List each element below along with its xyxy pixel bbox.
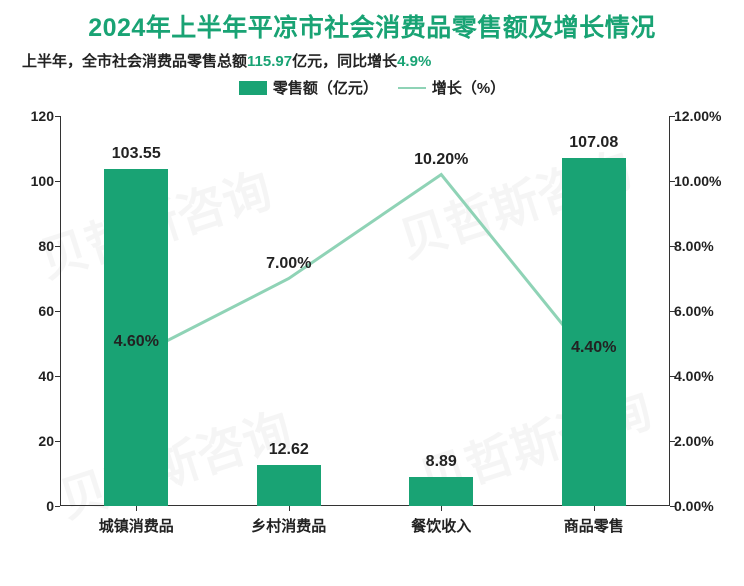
y-left-tick-label: 100 xyxy=(20,173,54,189)
subtitle-value-1: 115.97 xyxy=(247,53,292,70)
y-left-tick-label: 0 xyxy=(20,498,54,514)
y-right-tick-mark xyxy=(670,181,675,182)
y-right-tick-label: 12.00% xyxy=(674,108,728,124)
bar xyxy=(409,477,473,506)
x-category-label: 商品零售 xyxy=(564,515,624,536)
subtitle-mid: 亿元，同比增长 xyxy=(292,53,397,70)
legend: 零售额（亿元） 增长（%） xyxy=(0,77,744,98)
bar-value-label: 12.62 xyxy=(269,441,309,459)
bar-value-label: 103.55 xyxy=(112,145,161,163)
line-value-label: 4.60% xyxy=(114,333,159,351)
y-left-tick-mark xyxy=(55,506,60,507)
y-left-tick-label: 40 xyxy=(20,368,54,384)
legend-swatch-line xyxy=(398,87,426,89)
y-right-tick-label: 10.00% xyxy=(674,173,728,189)
y-right-tick-label: 2.00% xyxy=(674,433,728,449)
y-right-tick-mark xyxy=(670,376,675,377)
legend-item-line: 增长（%） xyxy=(398,77,505,98)
y-left-tick-mark xyxy=(55,116,60,117)
y-left-tick-mark xyxy=(55,181,60,182)
y-left-tick-label: 80 xyxy=(20,238,54,254)
x-tick-mark xyxy=(136,506,137,511)
y-left-tick-mark xyxy=(55,246,60,247)
legend-line-label: 增长（%） xyxy=(432,77,505,98)
bar-value-label: 107.08 xyxy=(569,134,618,152)
y-right-tick-label: 4.00% xyxy=(674,368,728,384)
chart-title: 2024年上半年平凉市社会消费品零售额及增长情况 xyxy=(0,0,744,44)
x-tick-mark xyxy=(594,506,595,511)
x-tick-mark xyxy=(441,506,442,511)
y-left-tick-label: 20 xyxy=(20,433,54,449)
bar-value-label: 8.89 xyxy=(426,453,457,471)
y-right-tick-label: 6.00% xyxy=(674,303,728,319)
x-category-label: 乡村消费品 xyxy=(251,515,326,536)
growth-line-path xyxy=(136,175,594,364)
y-right-tick-label: 0.00% xyxy=(674,498,728,514)
y-left-tick-mark xyxy=(55,311,60,312)
legend-swatch-bar xyxy=(239,81,267,95)
y-right-tick-mark xyxy=(670,506,675,507)
legend-bar-label: 零售额（亿元） xyxy=(273,77,378,98)
line-value-label: 4.40% xyxy=(571,339,616,357)
y-right-tick-mark xyxy=(670,246,675,247)
y-right-tick-label: 8.00% xyxy=(674,238,728,254)
y-left-tick-mark xyxy=(55,441,60,442)
line-value-label: 10.20% xyxy=(414,151,468,169)
chart-area: 贝哲斯咨询 贝哲斯咨询 贝哲斯咨询 贝哲斯咨询 0204060801001200… xyxy=(14,106,730,556)
y-right-tick-mark xyxy=(670,441,675,442)
y-right-tick-mark xyxy=(670,311,675,312)
x-tick-mark xyxy=(289,506,290,511)
line-value-label: 7.00% xyxy=(266,255,311,273)
legend-item-bar: 零售额（亿元） xyxy=(239,77,378,98)
y-left-tick-label: 60 xyxy=(20,303,54,319)
subtitle-value-2: 4.9% xyxy=(397,53,431,70)
y-right-tick-mark xyxy=(670,116,675,117)
bar xyxy=(257,465,321,506)
chart-subtitle: 上半年，全市社会消费品零售总额115.97亿元，同比增长4.9% xyxy=(0,44,744,71)
subtitle-prefix: 上半年，全市社会消费品零售总额 xyxy=(22,53,247,70)
x-category-label: 城镇消费品 xyxy=(99,515,174,536)
plot-region: 0204060801001200.00%2.00%4.00%6.00%8.00%… xyxy=(60,116,670,506)
y-left-tick-label: 120 xyxy=(20,108,54,124)
bar xyxy=(562,158,626,506)
y-left-tick-mark xyxy=(55,376,60,377)
x-category-label: 餐饮收入 xyxy=(411,515,471,536)
